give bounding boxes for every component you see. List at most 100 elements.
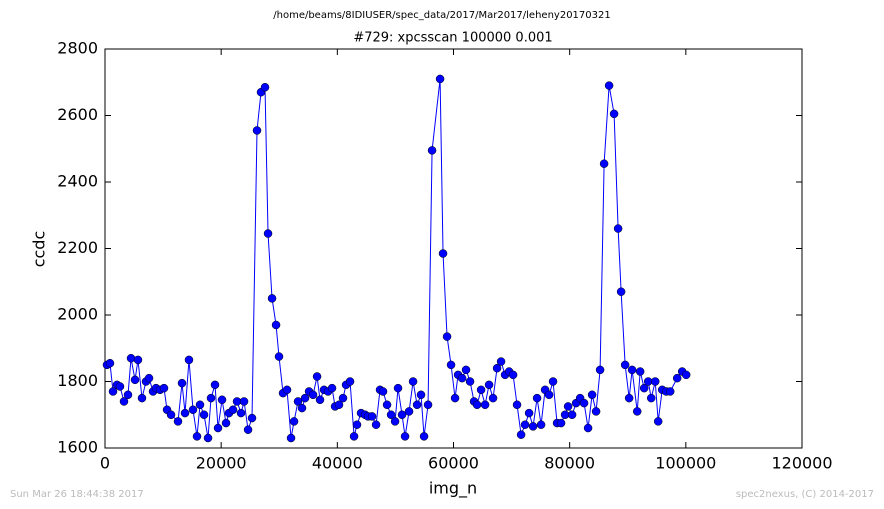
data-point xyxy=(367,412,377,421)
data-point xyxy=(488,393,498,403)
data-point xyxy=(274,352,284,361)
data-point xyxy=(672,373,682,383)
data-point xyxy=(199,410,209,419)
data-point xyxy=(123,390,133,400)
data-point xyxy=(260,82,270,92)
data-point xyxy=(544,390,554,400)
data-point xyxy=(423,400,433,410)
y-tick-label: 1600 xyxy=(57,438,98,457)
data-point xyxy=(133,355,143,365)
data-point xyxy=(213,423,223,433)
x-tick-label: 60000 xyxy=(428,454,479,473)
data-point xyxy=(516,430,526,439)
data-point xyxy=(563,402,573,411)
chart-title: #729: xpcsscan 100000 0.001 xyxy=(353,31,552,46)
data-point xyxy=(609,109,619,119)
x-tick-label: 20000 xyxy=(196,454,247,473)
data-point xyxy=(397,410,407,419)
data-point xyxy=(536,420,546,429)
data-point xyxy=(653,417,663,426)
data-point xyxy=(247,413,257,423)
x-axis-label: img_n xyxy=(429,479,477,499)
data-point xyxy=(243,425,253,434)
y-tick-label: 2400 xyxy=(57,172,98,191)
data-point xyxy=(203,433,213,443)
data-point xyxy=(524,408,534,418)
x-tick-label: 120000 xyxy=(771,454,832,473)
y-tick-label: 2200 xyxy=(57,238,98,257)
data-point xyxy=(442,332,452,341)
data-point xyxy=(177,378,187,388)
data-point xyxy=(412,400,422,410)
data-point xyxy=(271,320,281,330)
data-point xyxy=(416,390,426,400)
suptitle: /home/beams/8IDIUSER/spec_data/2017/Mar2… xyxy=(273,10,610,21)
footer-right: spec2nexus, (C) 2014-2017 xyxy=(736,489,874,500)
data-point xyxy=(338,393,348,403)
data-point xyxy=(352,420,362,429)
data-point xyxy=(604,81,614,90)
data-point xyxy=(520,420,530,429)
data-point xyxy=(508,370,518,380)
y-tick-label: 1800 xyxy=(57,371,98,390)
data-point xyxy=(665,387,675,396)
data-point xyxy=(556,418,566,428)
data-point xyxy=(484,380,494,390)
data-point xyxy=(579,398,589,408)
data-point xyxy=(681,370,691,380)
data-point xyxy=(528,422,538,431)
data-point xyxy=(180,408,190,418)
data-point xyxy=(217,395,227,405)
data-point xyxy=(646,393,656,403)
data-point xyxy=(239,397,249,406)
data-point xyxy=(308,390,318,400)
data-point xyxy=(496,357,506,366)
data-point xyxy=(476,385,486,395)
x-tick-label: 100000 xyxy=(655,454,716,473)
data-point xyxy=(221,418,231,428)
data-point xyxy=(382,400,392,410)
footer-left: Sun Mar 26 18:44:38 2017 xyxy=(10,489,144,500)
data-point xyxy=(435,74,445,84)
data-point xyxy=(613,224,623,233)
data-point xyxy=(105,358,115,368)
data-point xyxy=(349,432,359,441)
data-point xyxy=(567,410,577,419)
data-point xyxy=(144,373,154,383)
data-point xyxy=(327,383,337,393)
data-point xyxy=(126,353,136,363)
data-point xyxy=(419,432,429,441)
data-point xyxy=(297,403,307,413)
y-tick-label: 2000 xyxy=(57,305,98,324)
data-point xyxy=(616,287,626,296)
data-point xyxy=(312,372,322,381)
data-point xyxy=(400,432,410,441)
data-point xyxy=(210,380,220,390)
data-point xyxy=(289,417,299,426)
data-point xyxy=(404,407,414,416)
data-point xyxy=(390,417,400,426)
data-point xyxy=(393,383,403,393)
data-point xyxy=(206,393,216,403)
data-point xyxy=(315,395,325,405)
data-point xyxy=(512,400,522,410)
data-point xyxy=(115,382,125,391)
data-point xyxy=(627,365,637,375)
data-point xyxy=(267,294,277,303)
data-point xyxy=(119,397,129,406)
data-point xyxy=(408,377,418,386)
data-point xyxy=(188,405,198,415)
data-point xyxy=(130,375,140,385)
data-point xyxy=(532,393,542,403)
data-point xyxy=(286,433,296,443)
data-point xyxy=(461,365,471,375)
data-point xyxy=(639,383,649,393)
data-point xyxy=(620,360,630,370)
data-point xyxy=(650,377,660,386)
data-point xyxy=(583,423,593,433)
data-point xyxy=(282,385,292,395)
y-tick-label: 2600 xyxy=(57,105,98,124)
data-point xyxy=(587,390,597,400)
data-point xyxy=(548,377,558,386)
data-point xyxy=(386,410,396,419)
